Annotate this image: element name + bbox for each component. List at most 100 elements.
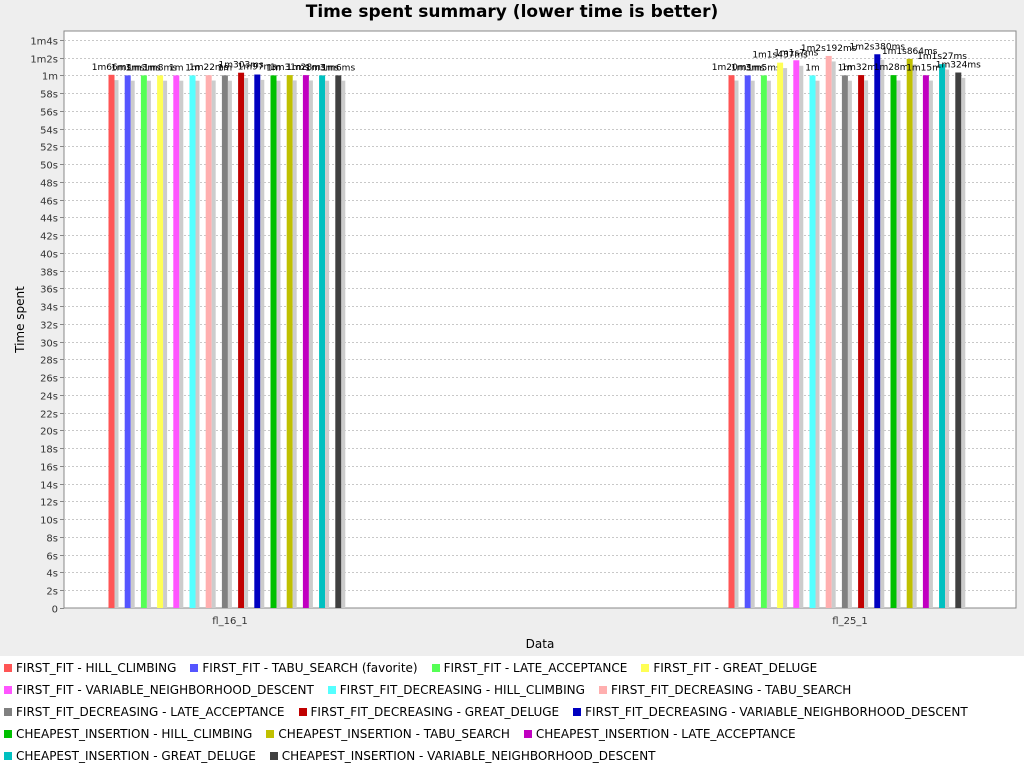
y-tick-label: 54s: [40, 126, 58, 137]
legend-label: FIRST_FIT_DECREASING - GREAT_DELUGE: [310, 705, 560, 719]
legend-label: CHEAPEST_INSERTION - LATE_ACCEPTANCE: [535, 727, 796, 741]
data-label: 1m3ms: [731, 63, 765, 73]
legend-label: FIRST_FIT_DECREASING - TABU_SEARCH: [610, 683, 852, 697]
y-tick-label: 18s: [40, 445, 58, 456]
data-label: 1m324ms: [936, 61, 981, 71]
data-label: 1m6ms: [321, 63, 355, 73]
bar-fl_25_1-7: [841, 75, 848, 608]
bar-shadow: [292, 80, 297, 608]
y-tick-label: 1m4s: [30, 37, 58, 48]
data-label: 1m2s380ms: [850, 42, 906, 52]
legend-swatch: [4, 664, 12, 672]
y-axis-label: Time spent: [13, 286, 27, 354]
bar-fl_16_1-9: [254, 74, 261, 608]
y-tick-label: 56s: [40, 108, 58, 119]
legend-label: FIRST_FIT_DECREASING - LATE_ACCEPTANCE: [16, 705, 285, 719]
legend-item: FIRST_FIT - VARIABLE_NEIGHBORHOOD_DESCEN…: [4, 682, 314, 698]
data-label: 1m1s437ms: [752, 51, 808, 61]
legend-item: CHEAPEST_INSERTION - GREAT_DELUGE: [4, 748, 256, 764]
legend-swatch: [269, 752, 278, 760]
y-tick-label: 50s: [40, 161, 58, 172]
y-tick-label: 1m2s: [30, 55, 58, 66]
legend-swatch: [298, 708, 307, 716]
legend-item: CHEAPEST_INSERTION - TABU_SEARCH: [266, 726, 510, 742]
data-label: 1m1ms: [111, 63, 145, 73]
y-tick-label: 12s: [40, 498, 58, 509]
legend-swatch: [266, 730, 275, 738]
bar-fl_25_1-1: [744, 75, 751, 608]
bar-fl_25_1-11: [906, 58, 913, 609]
data-label: 1m3ms: [127, 63, 161, 73]
bar-shadow: [928, 80, 933, 608]
data-label: 1m8ms: [143, 63, 177, 73]
x-tick-label: fl_25_1: [832, 616, 867, 627]
bar-fl_16_1-10: [270, 75, 277, 608]
legend-item: FIRST_FIT_DECREASING - GREAT_DELUGE: [298, 704, 560, 720]
data-label: 1m2s192ms: [801, 44, 857, 54]
data-label: 1m: [838, 63, 853, 73]
data-label: 1m: [218, 63, 233, 73]
data-label: 1m31ms: [270, 63, 310, 73]
legend-item: CHEAPEST_INSERTION - LATE_ACCEPTANCE: [523, 726, 796, 742]
bar-fl_25_1-6: [825, 55, 832, 609]
legend-label: FIRST_FIT - LATE_ACCEPTANCE: [443, 661, 628, 675]
y-tick-label: 4s: [46, 569, 58, 580]
legend-item: FIRST_FIT_DECREASING - VARIABLE_NEIGHBOR…: [573, 704, 968, 720]
bar-fl_25_1-2: [760, 75, 767, 608]
legend-swatch: [4, 730, 12, 738]
data-label: 1m3ms: [305, 63, 339, 73]
legend-label: FIRST_FIT - HILL_CLIMBING: [16, 661, 177, 675]
data-label: 1m: [266, 63, 281, 73]
y-tick-label: 22s: [40, 410, 58, 421]
y-tick-label: 46s: [40, 197, 58, 208]
y-tick-label: 26s: [40, 374, 58, 385]
bar-shadow: [308, 80, 313, 608]
y-tick-label: 1m: [42, 72, 58, 83]
bar-shadow: [766, 80, 771, 609]
bar-fl_16_1-4: [173, 75, 180, 608]
bar-fl_16_1-14: [335, 75, 342, 608]
bar-fl_16_1-2: [140, 75, 147, 608]
legend-swatch: [523, 730, 532, 738]
legend-label: CHEAPEST_INSERTION - HILL_CLIMBING: [16, 727, 253, 741]
bar-shadow: [831, 61, 836, 608]
data-label: 1m97ms: [238, 63, 278, 73]
y-tick-label: 52s: [40, 143, 58, 154]
y-tick-label: 42s: [40, 232, 58, 243]
legend-label: FIRST_FIT - GREAT_DELUGE: [653, 661, 818, 675]
legend-item: FIRST_FIT - HILL_CLIMBING: [4, 660, 176, 676]
data-label: 1m: [185, 63, 200, 73]
bar-shadow: [912, 64, 917, 608]
bar-shadow: [163, 80, 168, 609]
y-tick-label: 34s: [40, 303, 58, 314]
legend-swatch: [4, 752, 12, 760]
bar-shadow: [195, 80, 200, 609]
bar-fl_16_1-0: [108, 74, 115, 609]
legend-swatch: [327, 686, 336, 694]
bar-shadow: [341, 80, 346, 609]
bar-fl_16_1-7: [221, 75, 228, 608]
bar-fl_16_1-8: [238, 72, 245, 609]
bar-fl_16_1-12: [302, 75, 309, 609]
bar-fl_16_1-6: [205, 75, 212, 608]
data-label: 1m: [805, 63, 820, 73]
y-tick-label: 24s: [40, 392, 58, 403]
data-label: 1m1s7ms: [774, 48, 818, 58]
bar-fl_25_1-3: [777, 62, 784, 608]
y-tick-label: 16s: [40, 463, 58, 474]
legend-item: FIRST_FIT - LATE_ACCEPTANCE: [431, 660, 628, 676]
legend-swatch: [4, 708, 12, 716]
y-tick-label: 0: [52, 605, 58, 616]
legend-label: FIRST_FIT - TABU_SEARCH (favorite): [202, 661, 418, 675]
bar-fl_25_1-5: [809, 75, 816, 608]
bar-fl_25_1-10: [890, 75, 897, 609]
bar-shadow: [114, 80, 119, 609]
data-label: 1m20ms: [712, 63, 752, 73]
legend: FIRST_FIT - HILL_CLIMBING FIRST_FIT - TAB…: [0, 656, 1024, 768]
bar-fl_16_1-11: [286, 75, 293, 608]
data-label: 1m32ms: [841, 63, 881, 73]
y-tick-label: 30s: [40, 339, 58, 350]
bar-shadow: [750, 80, 755, 609]
y-tick-label: 36s: [40, 285, 58, 296]
legend-item: CHEAPEST_INSERTION - HILL_CLIMBING: [4, 726, 252, 742]
